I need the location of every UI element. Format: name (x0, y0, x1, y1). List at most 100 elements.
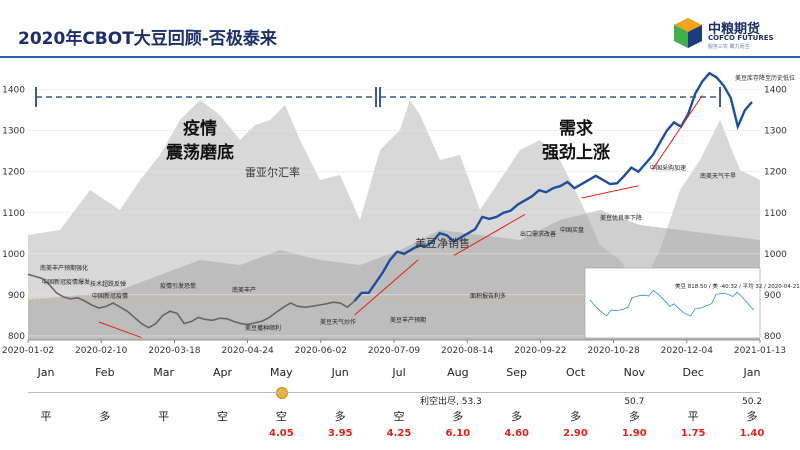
value-label: 4.25 (386, 428, 412, 439)
y-tick-label-right: 1400 (764, 86, 787, 96)
month-label: Sep (506, 366, 528, 379)
stance-label: 多 (452, 410, 464, 423)
stance-label: 多 (570, 410, 581, 423)
stance-label: 平 (687, 410, 699, 423)
month-label: Apr (212, 366, 233, 379)
line-layer (27, 71, 753, 329)
annotation-note: 美豆优良率下降 (600, 214, 642, 222)
month-marker-icon (276, 387, 289, 399)
annotation-note: 中国买盘 (560, 226, 584, 234)
net-sales-overlay-label: 美豆净销售 (415, 236, 470, 250)
value-label: 1.40 (739, 428, 765, 439)
value-label: 2.90 (563, 428, 588, 439)
phase-1-label: 疫情 (183, 118, 217, 139)
net-sales-overlay-area (28, 210, 760, 340)
stance-label: 多 (334, 410, 346, 423)
value-label: 3.95 (327, 428, 353, 439)
month-label: Aug (447, 366, 469, 379)
y-tick-label-right: 1300 (764, 127, 787, 137)
trend-arrow (652, 95, 703, 170)
inset-frame (584, 267, 761, 339)
value-label: 4.05 (268, 428, 294, 439)
jan-value: 50.2 (742, 397, 763, 407)
stance-label: 平 (40, 410, 52, 423)
trend-arrow (354, 259, 419, 316)
month-label: Jul (392, 366, 406, 379)
value-label: 1.75 (680, 428, 706, 439)
phase-2-sublabel: 强劲上涨 (542, 143, 610, 163)
timeline-axis (28, 392, 760, 393)
x-tick-label: 2020-04-24 (221, 346, 274, 356)
trend-arrow (98, 321, 142, 339)
x-tick-label: 2020-12-04 (661, 346, 714, 356)
annotation-note: 出口需求改善 (520, 230, 556, 238)
title-rule (0, 56, 800, 58)
inset-chart: 美豆 818.50 / 美 -40.32 / 平均 32 / 2020-04-2… (584, 267, 800, 339)
annotation-note: 美豆库存降至历史低位 (735, 74, 795, 82)
stance-label: 多 (99, 410, 111, 423)
stance-label: 空 (275, 410, 287, 423)
x-tick-label: 2020-02-10 (75, 346, 128, 356)
annotation-note: 美豆丰产预期 (390, 316, 426, 324)
y-tick-label-right: 1200 (764, 168, 787, 178)
x-tick-label: 2020-03-18 (148, 346, 201, 356)
cofco-logo-icon (674, 18, 702, 48)
month-label: May (269, 366, 293, 379)
annotation-note: 美豆播种顺利 (245, 324, 281, 332)
stance-label: 空 (393, 410, 405, 423)
logo-tagline: 服务三农 聚力而生 (708, 44, 750, 50)
page-title: 2020年CBOT大豆回顾-否极泰来 (18, 29, 277, 49)
annotation-note: 面积报告利多 (470, 292, 506, 300)
y-tick-label-right: 1100 (764, 209, 787, 219)
value-label: 1.90 (621, 428, 647, 439)
y-tick-label-left: 1200 (2, 168, 25, 178)
y-tick-label-left: 800 (8, 332, 25, 342)
value-label: 4.60 (504, 428, 529, 439)
logo: 中粮期货 COFCO FUTURES 服务三农 聚力而生 (672, 16, 792, 52)
month-label: Oct (565, 366, 586, 379)
trend-arrow (581, 185, 639, 199)
nov-value: 50.7 (624, 397, 645, 407)
month-label: Jan (37, 366, 55, 379)
price-line-phase-1 (27, 273, 356, 329)
background-layer (28, 100, 760, 340)
inset-line (589, 289, 755, 317)
x-tick-label: 2021-01-13 (734, 346, 786, 356)
month-label: Jan (743, 366, 761, 379)
annotation-note: 疫情引发恐慌 (160, 282, 196, 290)
stance-label: 平 (158, 410, 170, 423)
annotation-note: 美豆天气炒作 (320, 318, 356, 326)
logo-text-cn: 中粮期货 (708, 22, 761, 37)
x-tick-label: 2020-07-09 (368, 346, 421, 356)
stance-label: 多 (511, 410, 523, 423)
y-tick-label-left: 1300 (2, 127, 25, 137)
month-label: Mar (153, 366, 175, 379)
price-line-phase-2 (353, 71, 753, 302)
annotation-note: 南美丰产 (232, 286, 256, 294)
price-chart: 800 800 900 900 1000 1000 1100 1100 1200 1200 1300… (2, 71, 800, 356)
x-tick-label: 2020-01-02 (2, 346, 54, 356)
y-tick-label-left: 900 (8, 291, 25, 301)
month-label: Dec (682, 366, 704, 379)
stance-label: 空 (217, 410, 228, 423)
y-tick-label-left: 1000 (2, 250, 25, 260)
month-label: Nov (623, 366, 646, 379)
x-tick-label: 2020-10-28 (587, 346, 640, 356)
annotation-note: 中国采购加速 (650, 164, 686, 172)
phase-2-label: 需求 (559, 118, 593, 139)
trend-arrow (453, 214, 526, 256)
annotation-note: 技术超跌反弹 (90, 280, 126, 288)
y-tick-label-right: 1000 (764, 250, 787, 260)
stance-label: 多 (746, 410, 758, 423)
y-tick-label-left: 1100 (2, 209, 25, 219)
logo-text-en: COFCO FUTURES (708, 34, 774, 42)
annotation-note: 南美天气干旱 (700, 172, 736, 180)
y-tick-label-right: 900 (764, 291, 781, 301)
rate-overlay-label: 雷亚尔汇率 (245, 165, 300, 179)
annotation-note: 中国新冠疫情 (92, 292, 128, 300)
phase-1-sublabel: 震荡磨底 (165, 142, 234, 163)
inset-note: 美豆 818.50 / 美 -40.32 / 平均 32 / 2020-04-2… (675, 282, 800, 290)
x-tick-label: 2020-08-14 (441, 346, 494, 356)
annotation-note: 中国新冠疫情爆发 (42, 278, 90, 286)
